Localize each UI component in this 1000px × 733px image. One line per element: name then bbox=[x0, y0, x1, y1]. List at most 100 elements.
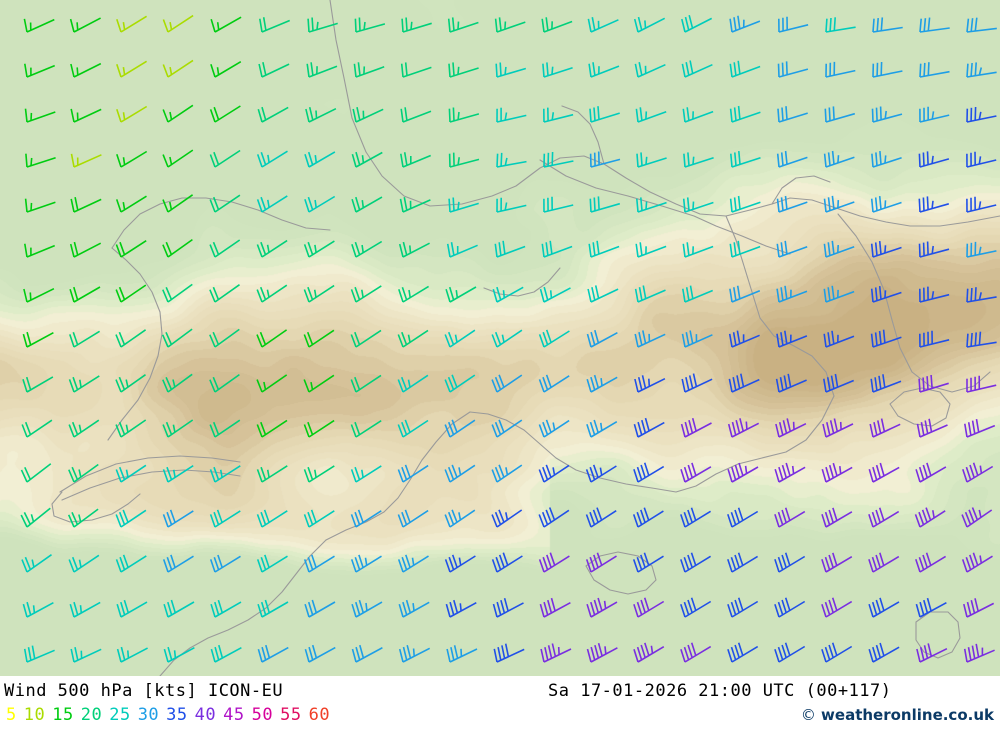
barb-full-10 bbox=[879, 106, 882, 120]
legend-tick-50: 50 bbox=[251, 705, 274, 725]
wind-barb bbox=[495, 62, 527, 78]
barb-shaft bbox=[120, 329, 147, 348]
barb-full-10 bbox=[638, 287, 643, 301]
wind-barb bbox=[964, 418, 996, 438]
wind-barb bbox=[354, 17, 386, 33]
wind-barb bbox=[541, 240, 573, 258]
barb-full-10 bbox=[827, 152, 831, 166]
barb-full-10 bbox=[590, 376, 596, 391]
barb-full-10 bbox=[25, 376, 32, 391]
wind-barb bbox=[398, 645, 431, 663]
barb-full-10 bbox=[589, 511, 596, 525]
barb-full-10 bbox=[974, 287, 977, 301]
wind-barb bbox=[538, 374, 570, 393]
wind-barb bbox=[491, 329, 523, 348]
barb-full-10 bbox=[354, 376, 361, 390]
barb-full-10 bbox=[403, 152, 408, 166]
barb-full-10 bbox=[828, 554, 834, 568]
barb-half-5 bbox=[978, 111, 982, 120]
wind-barb bbox=[259, 17, 291, 33]
barb-full-10 bbox=[212, 376, 220, 390]
barb-half-5 bbox=[504, 157, 508, 166]
wind-barb bbox=[68, 419, 100, 438]
barb-full-10 bbox=[307, 18, 310, 33]
barb-full-10 bbox=[727, 604, 733, 618]
map-panel[interactable] bbox=[0, 0, 1000, 676]
barb-half-5 bbox=[978, 292, 982, 301]
barb-full-10 bbox=[212, 421, 220, 435]
wind-barb bbox=[587, 285, 619, 303]
barb-half-5 bbox=[315, 110, 318, 119]
legend-tick-35: 35 bbox=[166, 705, 188, 725]
barb-full-10 bbox=[592, 242, 596, 256]
barb-full-10 bbox=[736, 285, 741, 300]
barb-full-10 bbox=[961, 514, 968, 528]
barb-full-10 bbox=[166, 466, 173, 480]
wind-barb bbox=[682, 285, 714, 303]
barb-full-10 bbox=[593, 599, 600, 614]
barb-full-10 bbox=[967, 647, 972, 661]
barb-full-10 bbox=[20, 514, 28, 528]
barb-shaft bbox=[590, 421, 618, 438]
barb-full-10 bbox=[304, 603, 310, 618]
barb-half-5 bbox=[504, 66, 507, 75]
barb-full-10 bbox=[498, 509, 505, 523]
barb-full-10 bbox=[872, 18, 875, 33]
barb-shaft bbox=[778, 290, 808, 303]
wind-barb bbox=[256, 465, 288, 483]
barb-half-5 bbox=[122, 201, 126, 210]
barb-full-10 bbox=[496, 286, 502, 301]
wind-barb bbox=[115, 554, 147, 573]
barb-full-10 bbox=[406, 645, 412, 659]
wind-barb bbox=[541, 17, 573, 33]
barb-full-10 bbox=[401, 466, 408, 480]
barb-full-10 bbox=[398, 603, 404, 618]
barb-full-10 bbox=[639, 107, 643, 121]
wind-barb bbox=[304, 151, 336, 168]
barb-full-10 bbox=[448, 108, 451, 123]
barb-full-10 bbox=[500, 599, 506, 614]
barb-half-5 bbox=[979, 465, 983, 474]
wind-barb bbox=[635, 242, 667, 258]
barb-full-10 bbox=[24, 198, 28, 213]
barb-full-10 bbox=[22, 333, 28, 348]
barb-half-5 bbox=[502, 290, 506, 298]
barb-full-10 bbox=[351, 153, 357, 168]
barb-full-10 bbox=[920, 422, 925, 436]
barb-full-10 bbox=[688, 15, 694, 29]
barb-shaft bbox=[731, 422, 760, 438]
wind-barb bbox=[162, 194, 194, 213]
wind-barb bbox=[23, 18, 55, 33]
barb-full-10 bbox=[971, 507, 979, 521]
barb-full-10 bbox=[209, 559, 216, 573]
barb-full-10 bbox=[451, 374, 458, 388]
barb-full-10 bbox=[256, 514, 263, 528]
wind-barb bbox=[351, 151, 383, 168]
barb-full-10 bbox=[729, 18, 733, 33]
wind-barb bbox=[821, 597, 853, 618]
barb-shaft bbox=[637, 110, 667, 123]
barb-full-10 bbox=[871, 601, 878, 616]
wind-barb bbox=[22, 601, 54, 618]
barb-half-5 bbox=[266, 469, 270, 478]
barb-full-10 bbox=[495, 556, 502, 571]
barb-full-10 bbox=[259, 331, 267, 345]
barb-full-10 bbox=[115, 289, 122, 303]
barb-full-10 bbox=[970, 332, 973, 347]
barb-full-10 bbox=[875, 554, 881, 568]
barb-full-10 bbox=[261, 106, 267, 121]
wind-barb bbox=[162, 554, 194, 573]
barb-half-5 bbox=[169, 111, 173, 120]
barb-full-10 bbox=[118, 286, 126, 300]
barb-full-10 bbox=[214, 646, 220, 661]
wind-barb bbox=[116, 60, 148, 78]
barb-half-5 bbox=[457, 111, 460, 120]
barb-full-10 bbox=[397, 379, 404, 393]
wind-barb bbox=[916, 418, 948, 438]
barb-full-10 bbox=[256, 244, 263, 258]
barb-full-10 bbox=[971, 645, 976, 659]
barb-full-10 bbox=[492, 603, 498, 618]
barb-full-10 bbox=[213, 151, 220, 165]
barb-full-10 bbox=[586, 648, 592, 663]
wind-barb bbox=[822, 418, 854, 438]
